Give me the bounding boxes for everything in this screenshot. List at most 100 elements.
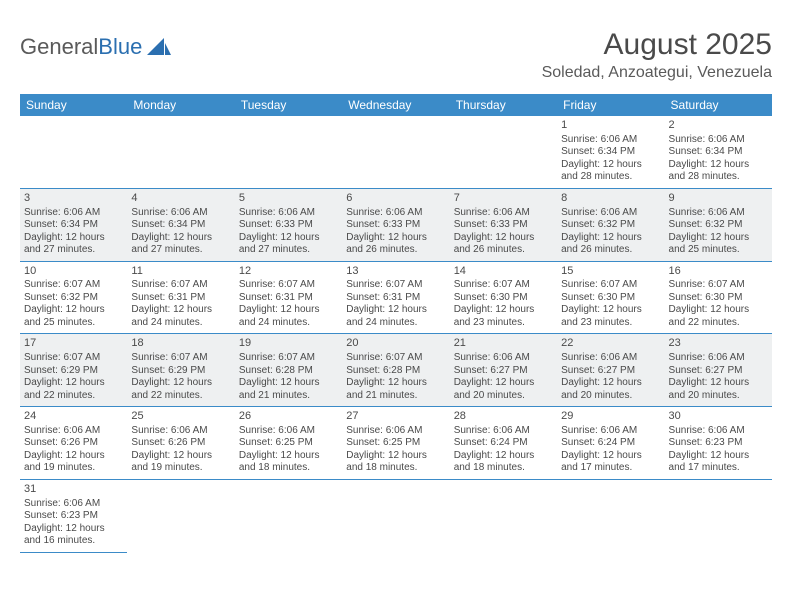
day-info: Sunrise: 6:06 AM Sunset: 6:24 PM Dayligh…: [454, 425, 553, 475]
calendar-day-cell: 22Sunrise: 6:06 AM Sunset: 6:27 PM Dayli…: [557, 334, 664, 407]
day-number: 30: [669, 410, 768, 424]
calendar-day-cell: 25Sunrise: 6:06 AM Sunset: 6:26 PM Dayli…: [127, 407, 234, 480]
month-title: August 2025: [542, 28, 772, 62]
day-info: Sunrise: 6:07 AM Sunset: 6:31 PM Dayligh…: [346, 279, 445, 329]
day-number: 29: [561, 410, 660, 424]
day-info: Sunrise: 6:06 AM Sunset: 6:33 PM Dayligh…: [346, 207, 445, 257]
calendar-day-cell: 31Sunrise: 6:06 AM Sunset: 6:23 PM Dayli…: [20, 479, 127, 552]
day-number: 17: [24, 337, 123, 351]
calendar-day-cell: 7Sunrise: 6:06 AM Sunset: 6:33 PM Daylig…: [450, 188, 557, 261]
day-info: Sunrise: 6:06 AM Sunset: 6:27 PM Dayligh…: [454, 352, 553, 402]
day-info: Sunrise: 6:06 AM Sunset: 6:32 PM Dayligh…: [561, 207, 660, 257]
calendar-day-cell: 21Sunrise: 6:06 AM Sunset: 6:27 PM Dayli…: [450, 334, 557, 407]
weekday-header: Friday: [557, 94, 664, 116]
calendar-day-cell: 10Sunrise: 6:07 AM Sunset: 6:32 PM Dayli…: [20, 261, 127, 334]
day-info: Sunrise: 6:06 AM Sunset: 6:23 PM Dayligh…: [669, 425, 768, 475]
day-number: 18: [131, 337, 230, 351]
day-info: Sunrise: 6:07 AM Sunset: 6:28 PM Dayligh…: [346, 352, 445, 402]
day-number: 22: [561, 337, 660, 351]
header: GeneralBlue August 2025 Soledad, Anzoate…: [20, 28, 772, 82]
day-number: 7: [454, 192, 553, 206]
calendar-day-cell: 12Sunrise: 6:07 AM Sunset: 6:31 PM Dayli…: [235, 261, 342, 334]
day-number: 28: [454, 410, 553, 424]
day-number: 4: [131, 192, 230, 206]
day-number: 19: [239, 337, 338, 351]
day-number: 24: [24, 410, 123, 424]
day-info: Sunrise: 6:07 AM Sunset: 6:31 PM Dayligh…: [239, 279, 338, 329]
day-number: 1: [561, 119, 660, 133]
calendar-day-cell: 24Sunrise: 6:06 AM Sunset: 6:26 PM Dayli…: [20, 407, 127, 480]
day-number: 31: [24, 483, 123, 497]
day-info: Sunrise: 6:06 AM Sunset: 6:23 PM Dayligh…: [24, 498, 123, 548]
logo-text-2: Blue: [98, 34, 142, 60]
day-number: 16: [669, 265, 768, 279]
calendar-day-cell: 26Sunrise: 6:06 AM Sunset: 6:25 PM Dayli…: [235, 407, 342, 480]
day-info: Sunrise: 6:06 AM Sunset: 6:32 PM Dayligh…: [669, 207, 768, 257]
weekday-header-row: SundayMondayTuesdayWednesdayThursdayFrid…: [20, 94, 772, 116]
calendar-empty-cell: [557, 479, 664, 552]
day-info: Sunrise: 6:07 AM Sunset: 6:30 PM Dayligh…: [454, 279, 553, 329]
day-info: Sunrise: 6:07 AM Sunset: 6:30 PM Dayligh…: [561, 279, 660, 329]
day-number: 10: [24, 265, 123, 279]
day-info: Sunrise: 6:06 AM Sunset: 6:25 PM Dayligh…: [239, 425, 338, 475]
calendar-empty-cell: [450, 479, 557, 552]
calendar-row: 31Sunrise: 6:06 AM Sunset: 6:23 PM Dayli…: [20, 479, 772, 552]
day-info: Sunrise: 6:06 AM Sunset: 6:25 PM Dayligh…: [346, 425, 445, 475]
day-info: Sunrise: 6:07 AM Sunset: 6:32 PM Dayligh…: [24, 279, 123, 329]
day-number: 23: [669, 337, 768, 351]
day-info: Sunrise: 6:06 AM Sunset: 6:34 PM Dayligh…: [131, 207, 230, 257]
day-info: Sunrise: 6:06 AM Sunset: 6:26 PM Dayligh…: [24, 425, 123, 475]
calendar-empty-cell: [235, 479, 342, 552]
calendar-day-cell: 16Sunrise: 6:07 AM Sunset: 6:30 PM Dayli…: [665, 261, 772, 334]
calendar-day-cell: 18Sunrise: 6:07 AM Sunset: 6:29 PM Dayli…: [127, 334, 234, 407]
day-info: Sunrise: 6:06 AM Sunset: 6:33 PM Dayligh…: [239, 207, 338, 257]
day-number: 6: [346, 192, 445, 206]
calendar-row: 17Sunrise: 6:07 AM Sunset: 6:29 PM Dayli…: [20, 334, 772, 407]
logo-text-1: General: [20, 34, 98, 60]
calendar-day-cell: 30Sunrise: 6:06 AM Sunset: 6:23 PM Dayli…: [665, 407, 772, 480]
calendar-empty-cell: [235, 116, 342, 188]
day-number: 12: [239, 265, 338, 279]
calendar-day-cell: 11Sunrise: 6:07 AM Sunset: 6:31 PM Dayli…: [127, 261, 234, 334]
calendar-day-cell: 28Sunrise: 6:06 AM Sunset: 6:24 PM Dayli…: [450, 407, 557, 480]
calendar-day-cell: 4Sunrise: 6:06 AM Sunset: 6:34 PM Daylig…: [127, 188, 234, 261]
weekday-header: Saturday: [665, 94, 772, 116]
calendar-row: 3Sunrise: 6:06 AM Sunset: 6:34 PM Daylig…: [20, 188, 772, 261]
day-info: Sunrise: 6:06 AM Sunset: 6:24 PM Dayligh…: [561, 425, 660, 475]
day-number: 11: [131, 265, 230, 279]
calendar-empty-cell: [450, 116, 557, 188]
day-number: 20: [346, 337, 445, 351]
day-info: Sunrise: 6:07 AM Sunset: 6:29 PM Dayligh…: [24, 352, 123, 402]
day-info: Sunrise: 6:06 AM Sunset: 6:27 PM Dayligh…: [669, 352, 768, 402]
weekday-header: Monday: [127, 94, 234, 116]
weekday-header: Sunday: [20, 94, 127, 116]
title-block: August 2025 Soledad, Anzoategui, Venezue…: [542, 28, 772, 82]
calendar-day-cell: 8Sunrise: 6:06 AM Sunset: 6:32 PM Daylig…: [557, 188, 664, 261]
calendar-day-cell: 17Sunrise: 6:07 AM Sunset: 6:29 PM Dayli…: [20, 334, 127, 407]
calendar-table: SundayMondayTuesdayWednesdayThursdayFrid…: [20, 94, 772, 553]
calendar-empty-cell: [20, 116, 127, 188]
calendar-day-cell: 6Sunrise: 6:06 AM Sunset: 6:33 PM Daylig…: [342, 188, 449, 261]
day-info: Sunrise: 6:07 AM Sunset: 6:28 PM Dayligh…: [239, 352, 338, 402]
day-number: 13: [346, 265, 445, 279]
calendar-page: GeneralBlue August 2025 Soledad, Anzoate…: [0, 0, 792, 573]
weekday-header: Thursday: [450, 94, 557, 116]
calendar-day-cell: 23Sunrise: 6:06 AM Sunset: 6:27 PM Dayli…: [665, 334, 772, 407]
day-number: 15: [561, 265, 660, 279]
day-number: 25: [131, 410, 230, 424]
calendar-empty-cell: [665, 479, 772, 552]
calendar-day-cell: 15Sunrise: 6:07 AM Sunset: 6:30 PM Dayli…: [557, 261, 664, 334]
calendar-day-cell: 20Sunrise: 6:07 AM Sunset: 6:28 PM Dayli…: [342, 334, 449, 407]
day-info: Sunrise: 6:06 AM Sunset: 6:33 PM Dayligh…: [454, 207, 553, 257]
day-number: 9: [669, 192, 768, 206]
calendar-row: 10Sunrise: 6:07 AM Sunset: 6:32 PM Dayli…: [20, 261, 772, 334]
day-info: Sunrise: 6:06 AM Sunset: 6:26 PM Dayligh…: [131, 425, 230, 475]
day-info: Sunrise: 6:06 AM Sunset: 6:34 PM Dayligh…: [24, 207, 123, 257]
calendar-empty-cell: [342, 116, 449, 188]
weekday-header: Wednesday: [342, 94, 449, 116]
day-number: 3: [24, 192, 123, 206]
logo-sail-icon: [146, 37, 172, 57]
day-number: 8: [561, 192, 660, 206]
day-info: Sunrise: 6:07 AM Sunset: 6:29 PM Dayligh…: [131, 352, 230, 402]
calendar-day-cell: 9Sunrise: 6:06 AM Sunset: 6:32 PM Daylig…: [665, 188, 772, 261]
